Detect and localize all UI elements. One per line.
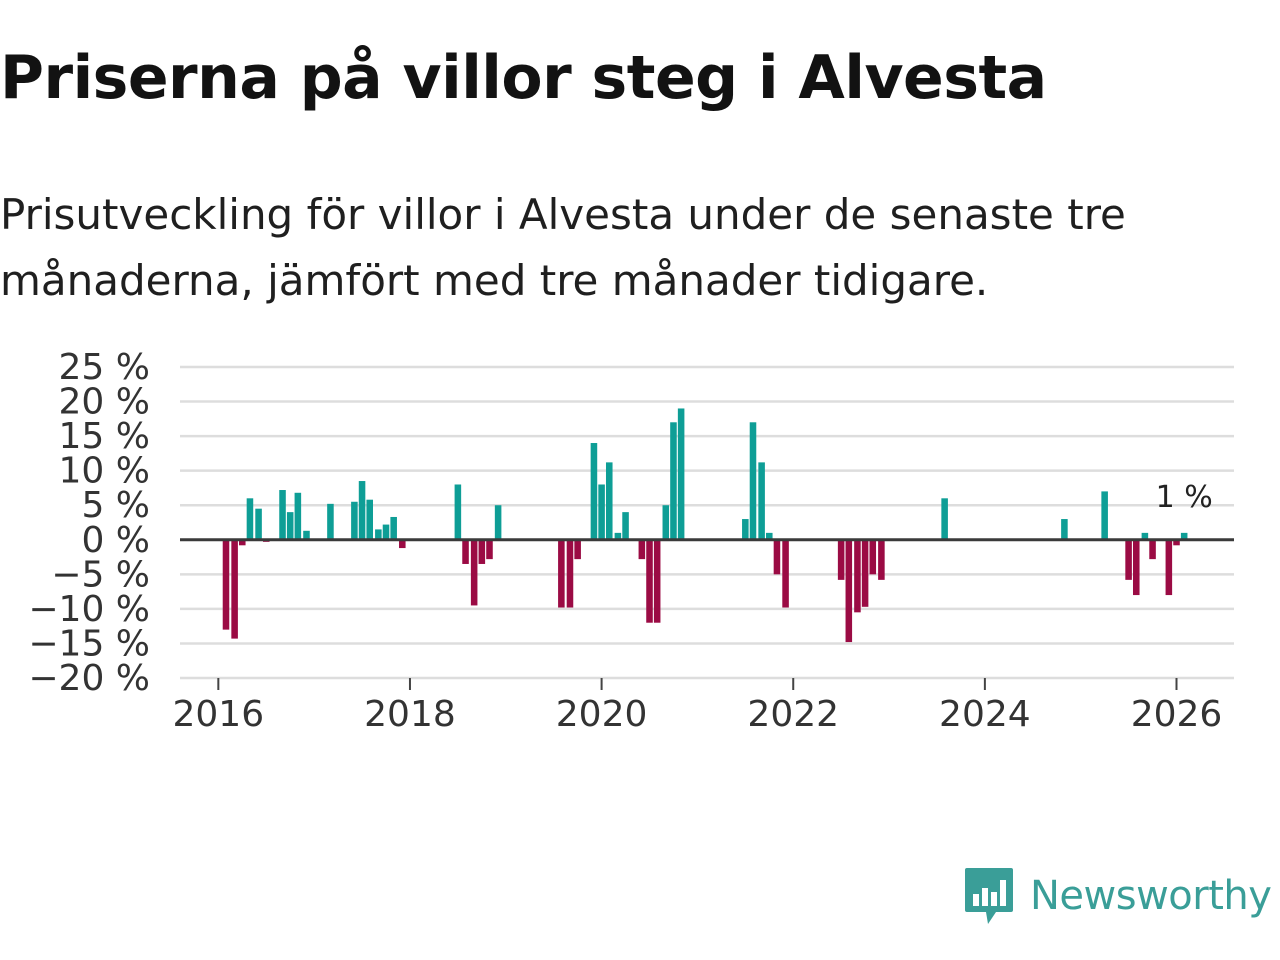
bar — [255, 508, 262, 540]
bar — [861, 539, 869, 607]
x-tick-label: 2016 — [173, 694, 265, 735]
labels: 25 %20 %15 %10 %5 %0 %−5 %−10 %−15 %−20 … — [28, 347, 1222, 735]
bar — [279, 490, 286, 540]
y-tick-label: −20 % — [28, 658, 150, 699]
bar — [590, 443, 598, 540]
bar — [366, 499, 373, 540]
bar — [327, 503, 334, 540]
y-tick-label: −10 % — [28, 589, 150, 630]
bar — [845, 539, 853, 643]
bar — [286, 512, 294, 540]
bar — [1180, 532, 1188, 540]
bar — [1101, 491, 1108, 540]
bar — [478, 539, 486, 564]
y-tick-label: −15 % — [28, 623, 150, 664]
newsworthy-logo[interactable]: Newsworthy — [964, 866, 1272, 926]
bar — [646, 539, 653, 623]
bar — [494, 505, 502, 540]
bar — [1141, 532, 1149, 540]
bar — [758, 462, 765, 540]
bar — [622, 512, 629, 540]
bar — [614, 532, 622, 540]
bar — [749, 422, 757, 540]
bar — [837, 539, 845, 580]
bar — [670, 422, 677, 540]
bar — [1132, 539, 1140, 596]
bar — [351, 501, 358, 540]
bar — [677, 408, 685, 540]
x-tick-label: 2022 — [747, 694, 839, 735]
bar — [1173, 539, 1180, 546]
x-tick-label: 2020 — [556, 694, 648, 735]
y-tick-label: 25 % — [59, 347, 150, 388]
bar — [558, 539, 565, 608]
bar — [638, 539, 646, 560]
bar — [662, 505, 670, 540]
axes — [180, 538, 1234, 690]
newsworthy-logo-text: Newsworthy — [1030, 873, 1272, 919]
bar — [462, 539, 469, 564]
bar — [854, 539, 861, 613]
latest-value-label: 1 % — [1156, 480, 1213, 515]
bar — [773, 539, 781, 575]
chart-title: Priserna på villor steg i Alvesta — [0, 43, 1047, 113]
chart-subtitle: Prisutveckling för villor i Alvesta unde… — [0, 190, 1126, 305]
bar — [653, 539, 661, 623]
bar — [878, 539, 885, 580]
bar — [294, 492, 302, 540]
y-tick-label: 0 % — [81, 520, 150, 561]
bar — [605, 462, 613, 540]
bar — [470, 539, 478, 606]
y-tick-label: 20 % — [59, 382, 150, 423]
bars — [222, 408, 1188, 643]
x-tick-label: 2026 — [1131, 694, 1223, 735]
bar-chart: 25 %20 %15 %10 %5 %0 %−5 %−10 %−15 %−20 … — [28, 347, 1234, 735]
y-tick-label: −5 % — [51, 554, 150, 595]
bar — [390, 516, 397, 540]
x-tick-label: 2018 — [364, 694, 456, 735]
bar — [941, 498, 948, 540]
bar — [454, 484, 462, 540]
bar — [1149, 539, 1156, 560]
bar — [1165, 539, 1173, 596]
bar — [382, 524, 390, 540]
bar — [486, 539, 493, 560]
bar — [231, 539, 238, 639]
bar — [246, 498, 254, 540]
y-tick-label: 15 % — [59, 416, 150, 457]
y-tick-label: 5 % — [81, 485, 150, 526]
bar — [766, 532, 773, 540]
x-tick-label: 2024 — [939, 694, 1031, 735]
bar — [566, 539, 574, 608]
gridlines — [180, 365, 1234, 680]
bar — [782, 539, 789, 608]
bar — [598, 484, 605, 540]
bar — [1061, 519, 1068, 540]
bar — [239, 539, 246, 546]
newsworthy-logo-icon — [965, 868, 1013, 924]
bar — [399, 539, 406, 549]
bar — [303, 530, 310, 540]
bar — [222, 539, 230, 630]
bar — [869, 539, 877, 575]
bar — [375, 529, 382, 540]
bar — [742, 519, 749, 540]
bar — [1125, 539, 1132, 580]
bar — [574, 539, 581, 560]
y-tick-label: 10 % — [59, 451, 150, 492]
bar — [358, 481, 366, 540]
